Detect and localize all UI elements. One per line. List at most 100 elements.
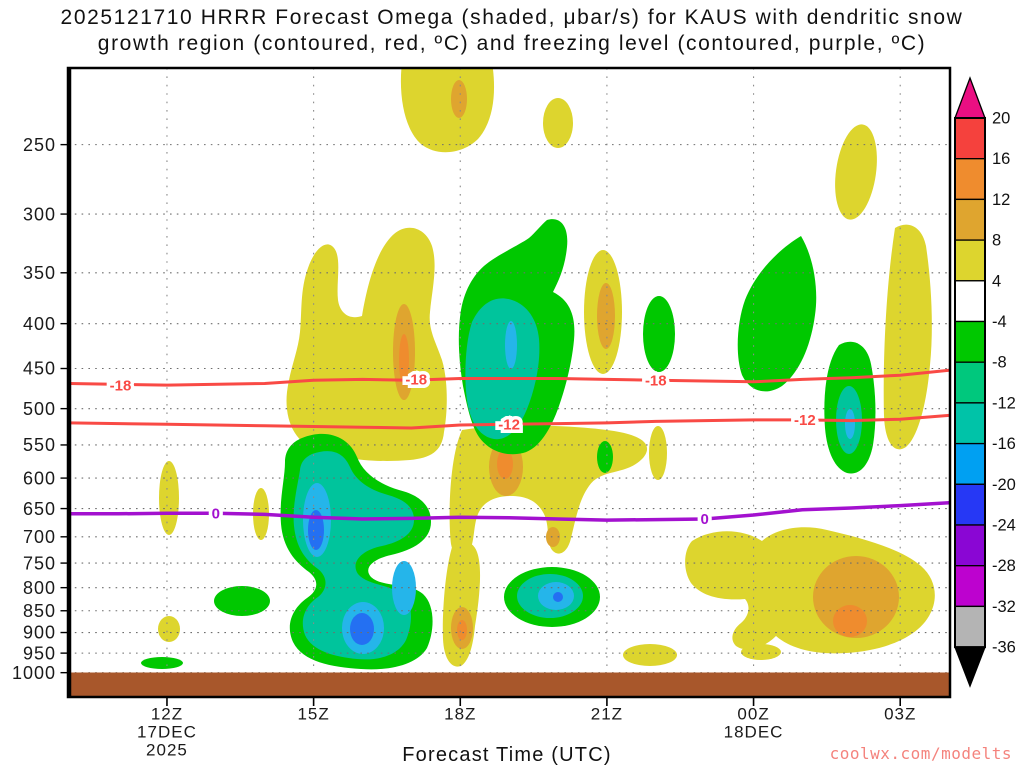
contour-lines: -18 -18 -18 -12 -12 0 0 <box>68 368 950 532</box>
y-tick-label: 950 <box>23 643 56 663</box>
colorbar-frame <box>954 117 986 649</box>
colorbar-segment <box>954 402 986 445</box>
y-tick-label: 350 <box>23 263 56 283</box>
omega-ascent-region <box>597 441 613 473</box>
colorbar: 20 16 12 8 4 -4 -8 -12 -16 -20 -24 -28 -32 -36 <box>954 76 1016 688</box>
colorbar-segment <box>954 442 986 485</box>
contour-label: 0 <box>701 511 709 528</box>
colorbar-tick-label: 20 <box>992 110 1010 128</box>
colorbar-tick-label: -28 <box>992 557 1016 575</box>
omega-descent-region <box>543 98 573 148</box>
omega-shaded-field <box>141 68 935 670</box>
y-tick-label: 600 <box>23 468 56 488</box>
y-tick-label: 650 <box>23 499 56 519</box>
contour-line <box>68 368 950 387</box>
omega-ascent-core <box>553 592 563 602</box>
colorbar-segment <box>954 605 986 648</box>
x-tick-sublabel: 2025 <box>146 741 188 760</box>
omega-descent-core <box>546 527 560 547</box>
y-tick-label: 700 <box>23 527 56 547</box>
contour-line <box>68 413 950 430</box>
colorbar-tick-label: -24 <box>992 517 1016 535</box>
colorbar-segment <box>954 320 986 363</box>
y-tick-label: 550 <box>23 435 56 455</box>
omega-ascent-core <box>505 321 517 369</box>
colorbar-segment <box>954 158 986 201</box>
omega-descent-region <box>159 461 179 535</box>
x-tick-sublabel: 17DEC <box>137 723 197 742</box>
y-tick-label: 1000 <box>12 663 56 683</box>
x-tick-label: 12Z <box>151 705 183 724</box>
colorbar-segment <box>954 524 986 567</box>
colorbar-tick-label: 16 <box>992 150 1010 168</box>
colorbar-tick-label: -16 <box>992 435 1016 453</box>
colorbar-segment <box>954 198 986 241</box>
omega-descent-region <box>158 616 180 642</box>
colorbar-segment <box>954 565 986 608</box>
watermark-link: coolwx.com/modelts <box>829 744 1012 763</box>
omega-ascent-core <box>350 613 374 645</box>
y-tick-label: 450 <box>23 359 56 379</box>
omega-descent-core <box>833 605 867 637</box>
contour-label: -18 <box>645 372 667 389</box>
x-tick-label: 21Z <box>591 705 623 724</box>
x-axis-title: Forecast Time (UTC) <box>402 744 611 766</box>
contour-line <box>68 500 950 522</box>
omega-descent-core <box>457 620 467 640</box>
chart-title-line1: 2025121710 HRRR Forecast Omega (shaded, … <box>60 6 964 29</box>
y-tick-label: 900 <box>23 623 56 643</box>
y-tick-label: 250 <box>23 135 56 155</box>
chart-title-line2: growth region (contoured, red, ºC) and f… <box>97 32 927 55</box>
omega-descent-core <box>597 283 615 349</box>
omega-ascent-region <box>643 296 675 372</box>
omega-ascent-region <box>214 586 270 616</box>
omega-descent-region <box>649 426 667 480</box>
colorbar-segment <box>954 361 986 404</box>
y-tick-label: 750 <box>23 553 56 573</box>
colorbar-segment <box>954 117 986 160</box>
x-tick-sublabel: 18DEC <box>724 723 784 742</box>
omega-descent-core <box>451 80 467 118</box>
colorbar-under-arrow <box>954 646 986 688</box>
x-tick-label: 03Z <box>884 705 916 724</box>
x-tick-label: 00Z <box>737 705 769 724</box>
colorbar-tick-label: 4 <box>992 272 1001 290</box>
colorbar-segment <box>954 239 986 282</box>
colorbar-tick-label: -36 <box>992 639 1016 657</box>
contour-label: 0 <box>212 505 220 522</box>
omega-descent-region <box>835 124 877 220</box>
x-tick-label: 15Z <box>297 705 329 724</box>
x-tick-label: 18Z <box>444 705 476 724</box>
omega-ascent-core <box>308 510 324 550</box>
surface-ground-bar <box>68 672 950 697</box>
omega-descent-core <box>497 449 513 479</box>
colorbar-tick-label: -8 <box>992 354 1007 372</box>
colorbar-tick-label: -32 <box>992 598 1016 616</box>
colorbar-segment <box>954 280 986 323</box>
colorbar-tick-label: -4 <box>992 313 1007 331</box>
contour-label: -18 <box>405 372 427 389</box>
colorbar-tick-label: 8 <box>992 232 1001 250</box>
omega-descent-region <box>741 644 781 660</box>
omega-ascent-region <box>141 657 183 669</box>
contour-label: -18 <box>110 377 132 394</box>
contour-label: -12 <box>498 417 520 434</box>
omega-descent-region <box>883 224 932 450</box>
omega-descent-core <box>399 334 409 386</box>
y-tick-label: 800 <box>23 578 56 598</box>
y-tick-label: 400 <box>23 314 56 334</box>
contour-label: -12 <box>794 412 816 429</box>
y-tick-label: 500 <box>23 399 56 419</box>
y-tick-label: 300 <box>23 204 56 224</box>
colorbar-tick-label: -20 <box>992 476 1016 494</box>
omega-descent-region <box>623 644 677 666</box>
colorbar-tick-label: -12 <box>992 394 1016 412</box>
omega-descent-region <box>400 68 495 153</box>
omega-descent-region <box>286 227 447 461</box>
omega-ascent-region <box>737 236 817 392</box>
colorbar-segment <box>954 483 986 526</box>
colorbar-tick-label: 12 <box>992 191 1010 209</box>
omega-ascent-core <box>845 409 855 439</box>
